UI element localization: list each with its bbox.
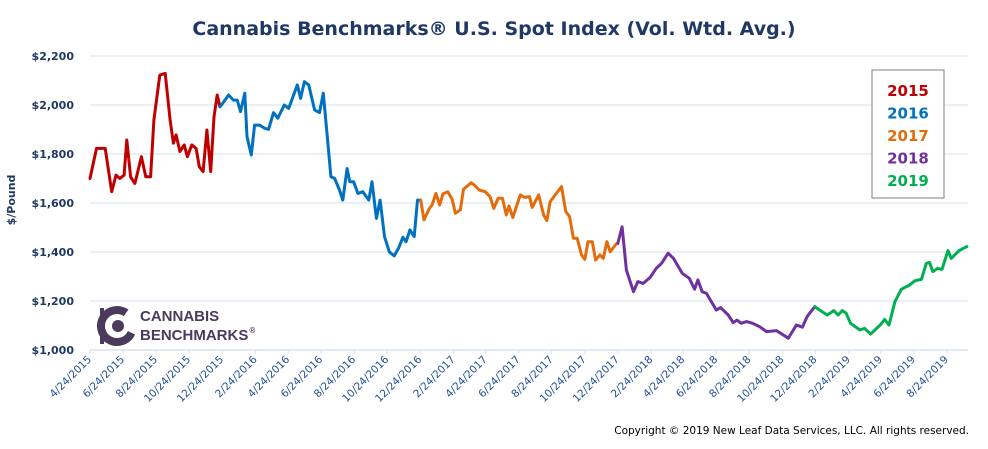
series-line-2018	[616, 225, 817, 340]
cannabis-benchmarks-logo: CANNABIS BENCHMARKS®	[97, 306, 255, 346]
series-line-2015	[88, 71, 222, 194]
legend-entry-2016: 2016	[887, 105, 929, 123]
y-tick-label: $2,200	[32, 50, 75, 63]
logo-dot-icon	[112, 320, 124, 332]
y-tick-label: $1,200	[32, 295, 75, 308]
y-tick-label: $2,000	[32, 99, 75, 112]
x-axis: 4/24/20156/24/20158/24/201510/24/201512/…	[48, 349, 968, 405]
legend-entry-2019: 2019	[887, 172, 929, 190]
logo-registered: ®	[249, 326, 255, 335]
y-tick-label: $1,600	[32, 197, 75, 210]
legend: 2015 2016 2017 2018 2019	[871, 69, 945, 199]
y-axis-ticks: $1,000 $1,200 $1,400 $1,600 $1,800 $2,000 $2,2…	[32, 50, 75, 357]
series-lines	[88, 71, 969, 340]
legend-box	[871, 69, 945, 199]
y-tick-label: $1,800	[32, 148, 75, 161]
series-line-2016	[218, 80, 423, 258]
logo-line2-wrap: BENCHMARKS®	[140, 326, 255, 344]
copyright-text: Copyright © 2019 New Leaf Data Services,…	[614, 425, 969, 437]
logo-line1: CANNABIS	[140, 308, 219, 325]
legend-entry-2018: 2018	[887, 150, 929, 168]
series-line-2017	[419, 181, 620, 262]
logo-line2: BENCHMARKS	[140, 327, 248, 344]
y-axis-label: $/Pound	[5, 175, 18, 226]
legend-entry-2017: 2017	[887, 127, 929, 145]
chart-title: Cannabis Benchmarks® U.S. Spot Index (Vo…	[192, 18, 795, 40]
legend-entry-2015: 2015	[887, 82, 929, 100]
y-tick-label: $1,000	[32, 344, 75, 357]
series-line-2019	[813, 245, 969, 336]
y-tick-label: $1,400	[32, 246, 75, 259]
gridlines	[90, 55, 968, 302]
logo-bar-icon	[100, 308, 104, 344]
